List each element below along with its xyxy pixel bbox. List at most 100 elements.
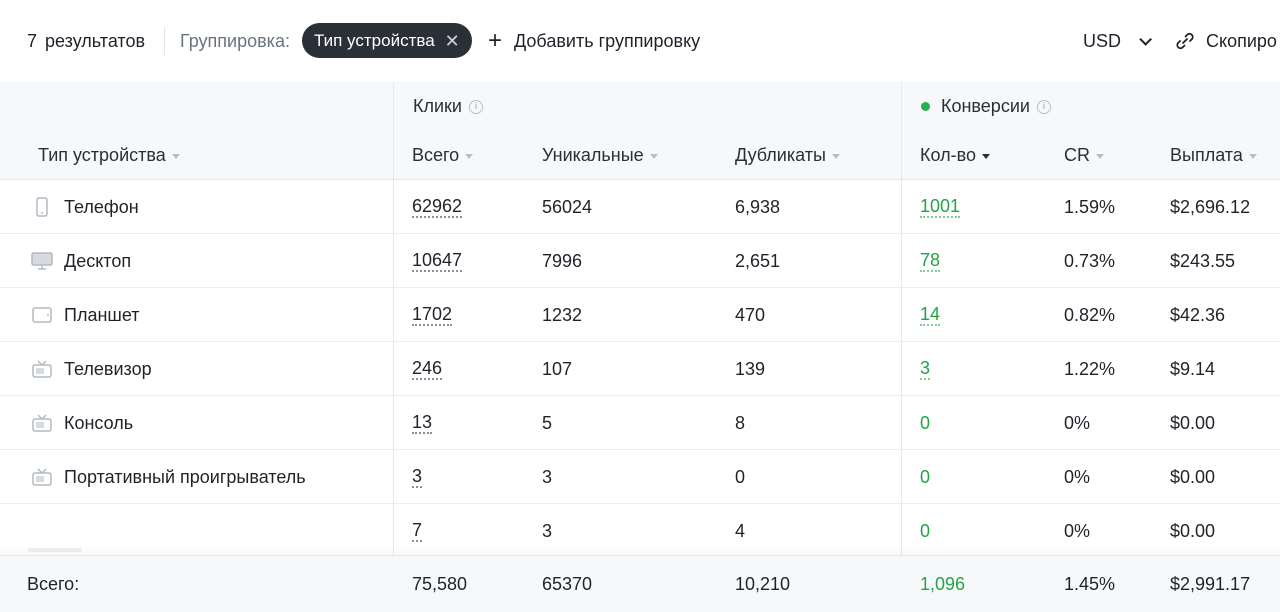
clicks-duplicates: 470	[735, 304, 766, 325]
column-divider	[393, 82, 394, 612]
sort-icon	[831, 153, 840, 159]
table-row: Консоль 13 5 8 0 0% $0.00	[0, 396, 1280, 450]
sort-icon	[1248, 153, 1257, 159]
clicks-unique: 56024	[542, 196, 593, 217]
sort-icon	[171, 153, 180, 159]
conversions-count[interactable]: 78	[920, 250, 941, 272]
info-icon[interactable]: i	[468, 99, 483, 114]
totals-payout: $2,991.17	[1170, 574, 1251, 594]
conversions-count[interactable]: 3	[920, 358, 931, 380]
conversions-count[interactable]: 14	[920, 304, 941, 326]
sort-desc-icon	[981, 153, 990, 159]
totals-duplicates: 10,210	[735, 574, 791, 594]
table-row: 7 3 4 0 0% $0.00	[0, 504, 1280, 558]
clicks-group-title: Клики i	[413, 96, 483, 117]
column-label: CR	[1064, 145, 1090, 165]
column-label: Всего	[412, 145, 460, 165]
conversions-group-title: Конверсии i	[921, 96, 1051, 117]
clicks-duplicates: 6,938	[735, 196, 781, 217]
conversion-rate: 0%	[1064, 412, 1091, 433]
payout: $0.00	[1170, 520, 1216, 541]
totals-label: Всего:	[27, 574, 80, 594]
table-row: Портативный проигрыватель 3 3 0 0 0% $0.00	[0, 450, 1280, 504]
copy-label: Скопиро	[1206, 30, 1277, 51]
totals-total: 75,580	[412, 574, 468, 594]
plus-icon: +	[488, 27, 503, 54]
clicks-duplicates: 2,651	[735, 250, 781, 271]
scrollbar[interactable]	[28, 548, 82, 552]
toolbar-divider	[164, 27, 165, 55]
table-row: Телевизор 246 107 139 3 1.22% $9.14	[0, 342, 1280, 396]
grouping-chip-label: Тип устройства	[314, 30, 435, 50]
desktop-icon	[31, 251, 53, 271]
conversion-rate: 0%	[1064, 520, 1091, 541]
totals-cr: 1.45%	[1064, 574, 1116, 594]
clicks-total-link[interactable]: 62962	[412, 196, 463, 218]
totals-unique: 65370	[542, 574, 593, 594]
chevron-down-icon	[1139, 32, 1153, 46]
tv-icon	[31, 359, 53, 379]
clicks-total-link[interactable]: 13	[412, 412, 433, 434]
close-icon[interactable]: ✕	[444, 30, 460, 51]
clicks-group-label: Клики	[413, 96, 462, 116]
column-total[interactable]: Всего	[412, 145, 474, 166]
conversions-count: 0	[920, 520, 931, 541]
conversion-rate: 0.82%	[1064, 304, 1116, 325]
clicks-unique: 3	[542, 520, 553, 541]
column-label: Уникальные	[542, 145, 644, 165]
grouping-label: Группировка:	[180, 30, 290, 51]
column-unique[interactable]: Уникальные	[542, 145, 658, 166]
info-icon[interactable]: i	[1036, 99, 1051, 114]
column-duplicates[interactable]: Дубликаты	[735, 145, 840, 166]
column-cr[interactable]: CR	[1064, 145, 1104, 166]
conversions-count[interactable]: 1001	[920, 196, 961, 218]
payout: $2,696.12	[1170, 196, 1251, 217]
clicks-duplicates: 8	[735, 412, 746, 433]
add-grouping-button[interactable]: + Добавить группировку	[488, 0, 700, 82]
totals-count: 1,096	[920, 574, 966, 594]
clicks-duplicates: 4	[735, 520, 746, 541]
clicks-unique: 5	[542, 412, 553, 433]
conversion-rate: 0%	[1064, 466, 1091, 487]
column-label: Кол-во	[920, 145, 976, 165]
table-row: Десктоп 10647 7996 2,651 78 0.73% $243.55	[0, 234, 1280, 288]
sort-icon	[1096, 153, 1104, 159]
clicks-total-link[interactable]: 246	[412, 358, 443, 380]
clicks-total-link[interactable]: 3	[412, 466, 423, 488]
table-header: Клики i Конверсии i Тип устройства Всего…	[0, 82, 1280, 180]
link-icon	[1176, 32, 1194, 50]
results-number: 7	[27, 30, 38, 51]
console-icon	[31, 413, 53, 433]
clicks-total-link[interactable]: 10647	[412, 250, 463, 272]
conversions-count: 0	[920, 412, 931, 433]
device-name: Десктоп	[64, 250, 132, 271]
device-name: Консоль	[64, 412, 134, 433]
currency-select[interactable]: USD	[1083, 0, 1153, 82]
clicks-total-link[interactable]: 1702	[412, 304, 453, 326]
phone-icon	[31, 197, 53, 217]
copy-link-button[interactable]: Скопиро	[1174, 0, 1277, 82]
grouping-chip[interactable]: Тип устройства ✕	[302, 23, 472, 58]
conversion-rate: 0.73%	[1064, 250, 1116, 271]
sort-icon	[649, 153, 658, 159]
column-payout[interactable]: Выплата	[1170, 145, 1257, 166]
results-count: 7 результатов	[27, 0, 145, 82]
column-count[interactable]: Кол-во	[920, 145, 990, 166]
device-name: Телевизор	[64, 358, 152, 379]
payout: $243.55	[1170, 250, 1236, 271]
column-label: Выплата	[1170, 145, 1243, 165]
column-divider	[901, 82, 902, 612]
currency-value: USD	[1083, 30, 1122, 51]
results-label: результатов	[45, 30, 146, 51]
conversion-rate: 1.59%	[1064, 196, 1116, 217]
conversions-group-label: Конверсии	[941, 96, 1030, 116]
conversion-rate: 1.22%	[1064, 358, 1116, 379]
device-name: Телефон	[64, 196, 139, 217]
column-device-type[interactable]: Тип устройства	[38, 145, 180, 166]
clicks-unique: 1232	[542, 304, 583, 325]
clicks-total-link[interactable]: 7	[412, 520, 423, 542]
clicks-unique: 107	[542, 358, 573, 379]
table-row: Телефон 62962 56024 6,938 1001 1.59% $2,696.12	[0, 180, 1280, 234]
portable-player-icon	[31, 467, 53, 487]
column-label: Дубликаты	[735, 145, 826, 165]
